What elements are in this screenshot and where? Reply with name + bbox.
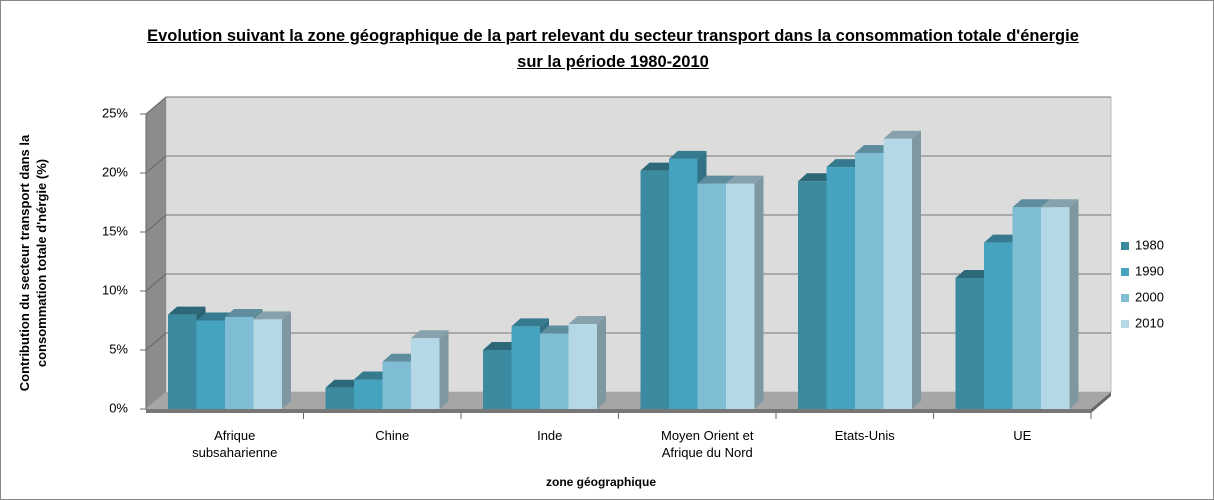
x-tick-label: Afrique subsaharienne [192,428,278,460]
bar [984,242,1013,409]
grid-line [145,332,167,351]
floor-edge [1091,392,1111,413]
y-tick-label: 10% [102,282,128,297]
bar [883,138,912,409]
bar-top [955,270,993,279]
bar [540,333,569,409]
chart-title: Evolution suivant la zone géographique d… [147,27,1079,71]
bar-top [984,234,1022,243]
grid-line [145,155,167,174]
bar [511,326,540,409]
bar-top [669,150,707,159]
y-tick-label: 15% [102,223,128,238]
bar [253,319,282,409]
legend-label: 2010 [1135,315,1164,330]
y-tick-label: 5% [109,341,128,356]
bar [225,316,254,409]
y-axis-title: Contribution du secteur transport dans l… [17,134,49,392]
bar-top [640,162,678,171]
x-tick-label: Inde [537,428,563,443]
bar [411,338,440,409]
x-tick-label: Moyen Orient et Afrique du Nord [661,428,754,460]
side-wall [146,97,166,409]
bar-top [411,330,449,339]
bar [640,170,669,409]
bar-side [1069,199,1079,409]
bar [1041,207,1070,409]
bar [354,379,383,409]
legend-label: 1980 [1135,237,1164,252]
legend-swatch [1121,294,1129,302]
bar [382,361,411,409]
bar-top [354,371,392,380]
bar-top [1012,199,1050,208]
bar [568,324,597,409]
bar-top [325,379,363,388]
bar-top [382,353,420,362]
bar-side [754,175,764,409]
grid-line [145,273,167,292]
bar-top [540,325,578,334]
x-tick-label: UE [1013,428,1032,443]
bar [325,387,354,409]
bar-top [697,175,735,184]
bar-top [168,306,206,315]
bar [1012,207,1041,409]
x-tick-label: Etats-Unis [834,428,895,443]
bar-top [253,311,291,320]
y-tick-label: 25% [102,105,128,120]
bar [726,183,755,409]
y-tick-label: 20% [102,164,128,179]
x-tick-label: Chine [375,428,410,443]
bar [196,320,225,409]
bar-side [912,130,921,409]
grid-line [145,96,167,115]
bar [669,158,698,409]
legend-swatch [1121,268,1129,276]
bar-top [798,173,836,182]
bar-top [568,316,606,325]
legend-swatch [1121,242,1129,250]
floor-edge [146,409,1091,413]
bar-top [225,308,263,317]
bar [826,167,855,409]
bar-side [597,316,606,409]
bar [168,314,197,409]
bar [483,350,512,409]
bar-top [1041,199,1079,208]
y-tick-label: 0% [109,400,128,415]
bar-top [511,318,549,327]
legend-label: 1990 [1135,263,1164,278]
legend-swatch [1121,320,1129,328]
bar [855,152,884,409]
bar [798,181,827,409]
grid-line [145,214,167,233]
x-axis-title: zone géographique [545,475,656,489]
bar-top [855,144,893,153]
bar-top [826,159,864,168]
bar-top [196,312,234,321]
bar [697,183,726,409]
legend-label: 2000 [1135,289,1164,304]
bar [955,278,984,409]
bar-top [483,342,521,350]
bar-side [439,330,449,409]
bar-top [726,175,764,184]
bar-top [883,130,921,139]
bar-side [282,311,291,409]
